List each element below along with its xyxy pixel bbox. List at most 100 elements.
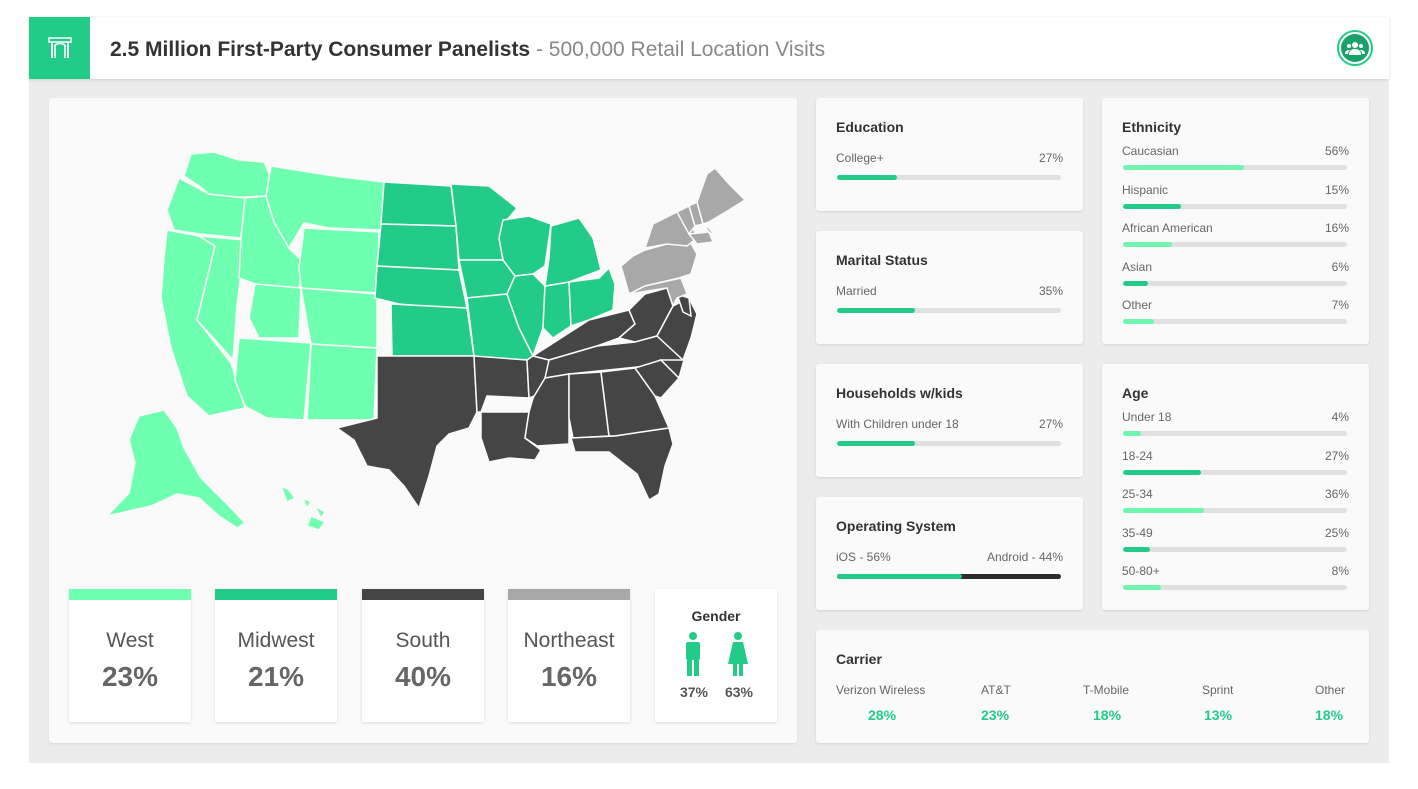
row-label: 50-80+: [1122, 564, 1160, 578]
row-value: 7%: [1331, 298, 1349, 312]
row-label: With Children under 18: [836, 417, 959, 431]
row-value: 25%: [1324, 525, 1349, 540]
row-value: 16%: [1324, 221, 1349, 235]
progress-bar: [1123, 203, 1347, 209]
team-button[interactable]: [1337, 30, 1373, 66]
households-kids-card: Households w/kids With Children under 18…: [816, 364, 1083, 477]
map-region-northeast[interactable]: [620, 166, 747, 308]
region-color-strip: [69, 589, 191, 600]
row-label: Under 18: [1122, 410, 1172, 424]
ethnicity-card: Ethnicity Caucasian 56% Hispanic 15% African…: [1102, 98, 1369, 344]
logo[interactable]: [29, 17, 90, 79]
region-pct: 21%: [247, 661, 305, 692]
region-pct: 23%: [101, 661, 159, 692]
region-card-west[interactable]: West 23%: [69, 589, 191, 722]
progress-bar: [1123, 546, 1347, 552]
android-label: Android - 44%: [986, 550, 1063, 564]
row-label: Caucasian: [1122, 144, 1179, 158]
top-bar: 2.5 Million First-Party Consumer Panelis…: [29, 17, 1389, 79]
carrier-name: T-Mobile: [1083, 683, 1130, 697]
carrier-card: Carrier Verizon Wireless 28% AT&T 23% T-…: [816, 630, 1369, 743]
operating-system-card: Operating System iOS - 56% Android - 44%: [816, 497, 1083, 610]
row-label: Hispanic: [1122, 182, 1169, 197]
row-value: 56%: [1324, 144, 1349, 158]
carrier-name: Other: [1315, 683, 1346, 697]
map-region-west[interactable]: [104, 151, 385, 531]
region-card-northeast[interactable]: Northeast 16%: [508, 589, 630, 722]
region-card-midwest[interactable]: Midwest 21%: [215, 589, 337, 722]
os-split-bar: [837, 574, 1061, 579]
region-pct: 40%: [394, 661, 452, 692]
region-pct: 16%: [540, 661, 598, 692]
progress-bar: [1123, 319, 1347, 324]
progress-bar: [837, 441, 1061, 446]
card-title: Ethnicity: [1122, 119, 1182, 135]
row-value: 36%: [1324, 487, 1349, 501]
progress-bar: [1123, 508, 1347, 513]
age-card: Age Under 18 4% 18-24 27% 25-34 36% 35-49 25% 50…: [1102, 364, 1369, 610]
row-label: African American: [1122, 221, 1213, 235]
ios-label: iOS - 56%: [836, 550, 891, 564]
female-icon: [728, 632, 748, 676]
title-sub: - 500,000 Retail Location Visits: [535, 38, 826, 61]
row-value: 4%: [1331, 410, 1349, 424]
region-card-south[interactable]: South 40%: [362, 589, 484, 722]
row-value: 8%: [1331, 564, 1349, 578]
row-value: 6%: [1331, 259, 1349, 274]
card-title: Households w/kids: [836, 385, 963, 401]
region-color-strip: [508, 589, 630, 600]
row-value: 35%: [1038, 284, 1063, 298]
gender-male-pct: 37%: [679, 684, 709, 700]
carrier-value: 28%: [868, 707, 897, 723]
row-label: Other: [1122, 298, 1153, 312]
progress-bar: [1123, 431, 1347, 436]
map-region-midwest[interactable]: [374, 181, 616, 361]
gender-female-pct: 63%: [724, 684, 754, 700]
region-name: South: [395, 629, 451, 652]
progress-bar: [837, 175, 1061, 180]
card-title: Carrier: [836, 651, 882, 667]
row-label: 35-49: [1122, 525, 1153, 540]
male-icon: [686, 632, 700, 676]
row-label: 18-24: [1122, 448, 1153, 463]
row-label: Asian: [1122, 259, 1153, 274]
carrier-name: Sprint: [1202, 683, 1234, 697]
gate-logo-icon: [47, 37, 72, 58]
us-map: [104, 151, 747, 531]
carrier-value: 18%: [1093, 707, 1122, 723]
progress-bar: [1123, 280, 1347, 286]
progress-bar: [1123, 165, 1347, 170]
row-label: Married: [836, 284, 877, 298]
region-name: Northeast: [523, 629, 615, 652]
region-name: Midwest: [237, 629, 315, 652]
region-name: West: [106, 629, 154, 652]
education-card: Education College+ 27%: [816, 98, 1083, 211]
card-title: Education: [836, 119, 904, 135]
gender-card: Gender 37% 63%: [655, 589, 777, 722]
carrier-name: Verizon Wireless: [836, 683, 926, 697]
carrier-value: 18%: [1315, 707, 1344, 723]
progress-bar: [837, 308, 1061, 313]
row-label: 25-34: [1122, 487, 1153, 501]
region-color-strip: [362, 589, 484, 600]
page-title: 2.5 Million First-Party Consumer Panelis…: [110, 37, 825, 63]
region-map-panel: West 23% Midwest 21% South 40% Northeast…: [49, 98, 797, 743]
carrier-value: 23%: [981, 707, 1010, 723]
row-value: 27%: [1038, 417, 1063, 431]
row-value: 27%: [1324, 448, 1349, 463]
card-title: Operating System: [836, 518, 956, 534]
progress-bar: [1123, 469, 1347, 475]
row-value: 27%: [1038, 151, 1063, 165]
card-title: Age: [1122, 385, 1149, 401]
people-group-icon: [1345, 42, 1365, 55]
carrier-value: 13%: [1204, 707, 1233, 723]
dashboard-frame: 2.5 Million First-Party Consumer Panelis…: [29, 17, 1389, 763]
title-main: 2.5 Million First-Party Consumer Panelis…: [110, 38, 531, 61]
marital-status-card: Marital Status Married 35%: [816, 231, 1083, 344]
gender-title: Gender: [691, 608, 741, 624]
carrier-name: AT&T: [981, 683, 1011, 697]
row-label: College+: [836, 151, 884, 165]
map-region-south[interactable]: [335, 287, 698, 510]
row-value: 15%: [1324, 182, 1349, 197]
card-title: Marital Status: [836, 252, 928, 268]
